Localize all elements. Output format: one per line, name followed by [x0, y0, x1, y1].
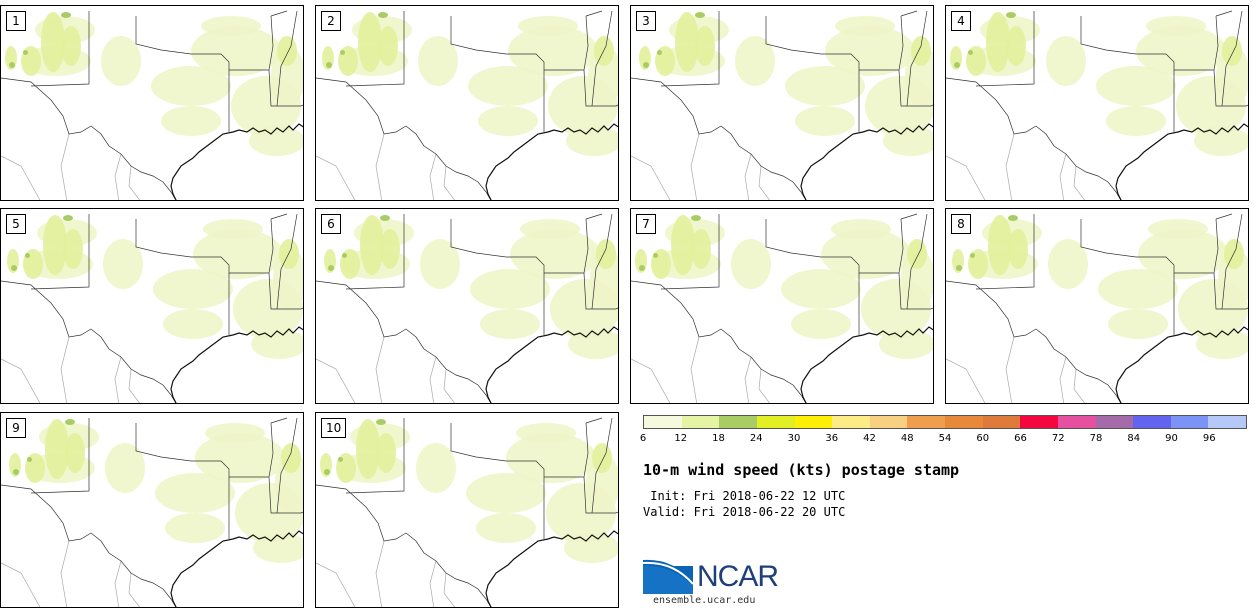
colorbar-tick-label: 42	[863, 433, 876, 444]
ensemble-url: ensemble.ucar.edu	[653, 595, 756, 606]
forecast-panel: 1	[0, 5, 304, 201]
colorbar-tick-labels: 6 12 18 24 30 36 42 48 54 60 66 72 78 84 90 96	[639, 433, 1247, 447]
wind-field-map	[1, 213, 303, 403]
colorbar-segment	[644, 416, 682, 428]
colorbar-tick-label: 48	[900, 433, 914, 444]
panel-number: 5	[6, 214, 26, 234]
colorbar-tick-label: 36	[825, 433, 839, 444]
ncar-logo-icon	[643, 559, 694, 594]
wind-field-map	[316, 10, 618, 200]
plot-title: 10-m wind speed (kts) postage stamp	[643, 461, 960, 479]
colorbar-tick-label: 12	[674, 433, 688, 444]
colorbar-segment	[1057, 416, 1096, 428]
colorbar-segment	[1095, 416, 1134, 428]
panel-number: 1	[6, 11, 26, 31]
colorbar-segment	[869, 416, 908, 428]
colorbar-segment	[1020, 416, 1058, 428]
colorbar-tick-label: 6	[639, 433, 647, 444]
forecast-panel: 2	[315, 5, 619, 201]
wind-field-map	[316, 213, 618, 403]
colorbar-segment	[756, 416, 795, 428]
forecast-panel: 9	[0, 412, 304, 608]
forecast-panel: 3	[630, 5, 934, 201]
panel-number: 4	[951, 11, 971, 31]
colorbar-tick-label: 72	[1051, 433, 1065, 444]
panel-number: 9	[6, 418, 26, 438]
forecast-panel: 4	[945, 5, 1249, 201]
forecast-panel: 7	[630, 208, 934, 404]
colorbar-tick-label: 84	[1127, 433, 1141, 444]
colorbar-tick-label: 96	[1202, 433, 1216, 444]
forecast-panel: 5	[0, 208, 304, 404]
colorbar-segment	[945, 416, 983, 428]
colorbar-tick-label: 78	[1089, 433, 1103, 444]
forecast-panel: 10	[315, 412, 619, 608]
colorbar-tick-label: 24	[749, 433, 763, 444]
colorbar-tick-label: 30	[787, 433, 801, 444]
colorbar-tick-label: 18	[712, 433, 725, 444]
forecast-panel: 6	[315, 208, 619, 404]
colorbar-segment	[832, 416, 870, 428]
panel-number: 2	[321, 11, 341, 31]
colorbar-tick-label: 90	[1165, 433, 1178, 444]
panel-number: 7	[636, 214, 656, 234]
colorbar-segment	[1208, 416, 1246, 428]
panel-number: 6	[321, 214, 341, 234]
panel-number: 3	[636, 11, 656, 31]
colorbar-tick-label: 66	[1014, 433, 1027, 444]
panel-number: 10	[321, 418, 347, 438]
colorbar-segment	[794, 416, 833, 428]
wind-field-map	[946, 213, 1248, 403]
wind-field-map	[1, 417, 303, 607]
wind-field-map	[946, 10, 1248, 200]
colorbar-segment	[1170, 416, 1209, 428]
wind-field-map	[631, 10, 933, 200]
valid-time: Valid: Fri 2018-06-22 20 UTC	[643, 505, 846, 519]
colorbar-segment	[907, 416, 945, 428]
panel-number: 8	[951, 214, 971, 234]
colorbar-segment	[681, 416, 720, 428]
wind-field-map	[316, 417, 618, 607]
colorbar-segment	[982, 416, 1021, 428]
colorbar-tick-label: 54	[938, 433, 952, 444]
colorbar-segment	[719, 416, 757, 428]
forecast-panel: 8	[945, 208, 1249, 404]
wind-field-map	[631, 213, 933, 403]
colorbar-segment	[1133, 416, 1171, 428]
ncar-logo-text: NCAR	[697, 560, 779, 593]
wind-field-map	[1, 10, 303, 200]
wind-speed-colorbar	[643, 415, 1247, 429]
colorbar-tick-label: 60	[976, 433, 990, 444]
init-time: Init: Fri 2018-06-22 12 UTC	[643, 489, 846, 503]
